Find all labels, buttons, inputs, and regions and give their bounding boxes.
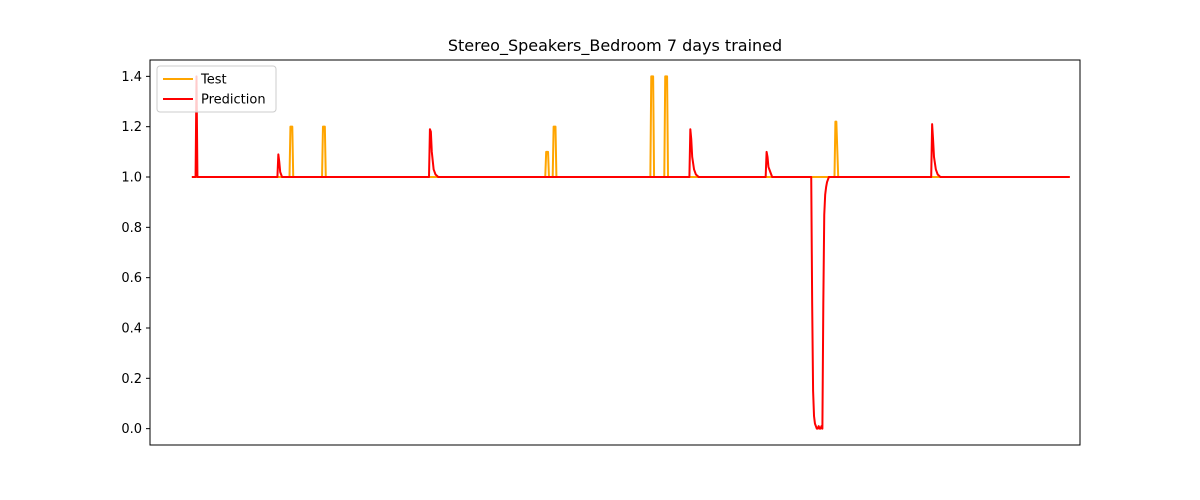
series-line-test [191,75,1070,179]
y-tick-label: 0.0 [121,422,142,437]
y-tick-label: 1.4 [121,70,142,85]
y-tick-label: 1.2 [121,120,142,135]
plot-lines [191,75,1070,430]
legend-label-test: Test [200,73,227,88]
plot-frame [149,59,1081,446]
y-tick-label: 1.0 [121,171,142,186]
legend-box [156,65,277,113]
chart-title: Stereo_Speakers_Bedroom 7 days trained [448,36,782,56]
y-axis-ticks: 0.0 0.2 0.4 0.6 0.8 1.0 1.2 1.4 [121,70,150,437]
legend: Test Prediction [156,65,277,113]
series-line-prediction [191,75,1070,430]
y-tick-label: 0.6 [121,271,142,286]
y-tick-label: 0.4 [121,321,142,336]
legend-label-prediction: Prediction [201,93,266,108]
y-tick-label: 0.2 [121,372,142,387]
y-tick-label: 0.8 [121,221,142,236]
